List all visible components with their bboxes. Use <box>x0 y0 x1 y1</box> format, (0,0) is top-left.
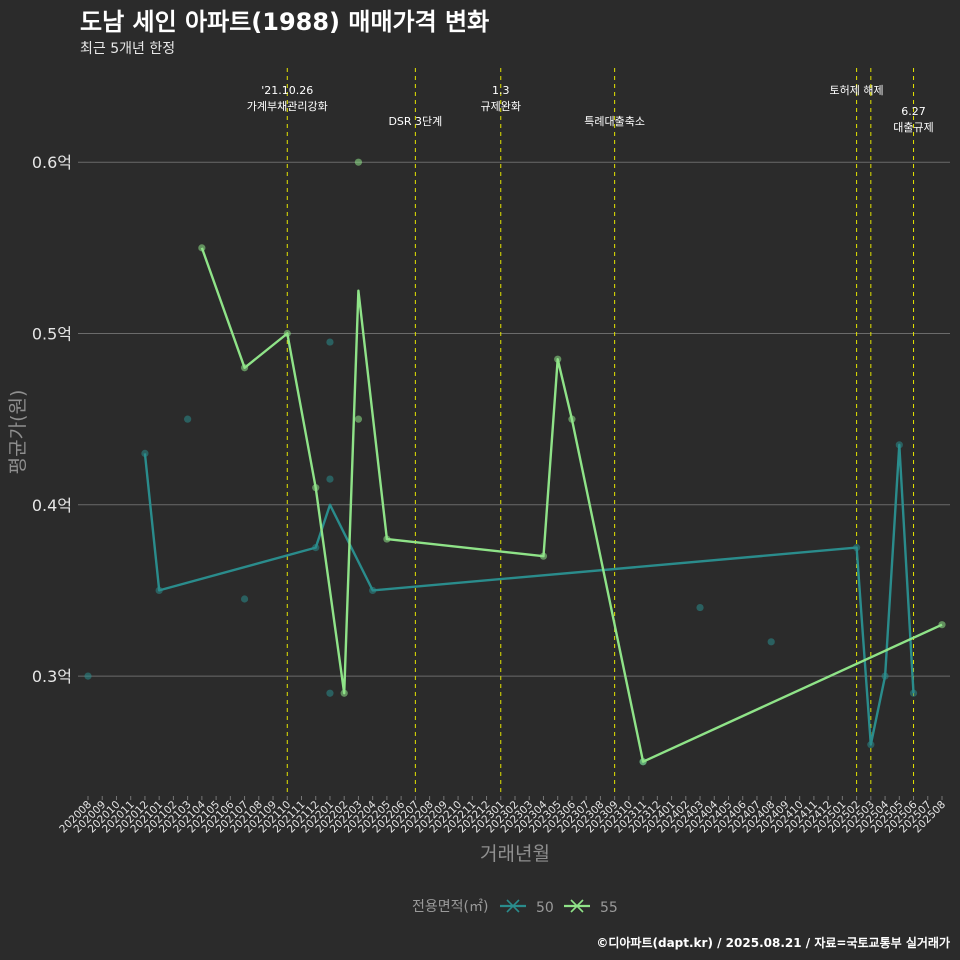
series-55 <box>198 158 946 766</box>
legend-item: 50 <box>500 899 554 916</box>
legend: 전용면적(㎡) 50 55 <box>412 899 618 916</box>
event-label: '21.10.26 <box>261 84 313 97</box>
series-line <box>200 247 943 763</box>
legend-key-cross <box>506 899 520 913</box>
y-tick-label: 0.4억 <box>32 496 72 515</box>
event-label: 규제완화 <box>481 100 521 113</box>
data-series <box>84 158 946 766</box>
y-axis-ticks: 0.3억 0.4억 0.5억 0.6억 <box>32 153 72 686</box>
data-point <box>240 595 249 603</box>
event-label: 토허제 해제 <box>830 83 884 97</box>
data-point <box>354 158 363 166</box>
x-axis-ticks: 2020082020092020102020112020122021012021… <box>57 796 948 835</box>
y-tick-label: 0.5억 <box>32 325 72 344</box>
event-label: 가계부채관리강화 <box>247 100 328 113</box>
y-tick-label: 0.6억 <box>32 153 72 172</box>
x-axis-title: 거래년월 <box>480 843 550 865</box>
data-point <box>84 672 92 680</box>
legend-label: 50 <box>536 900 554 916</box>
legend-key-cross <box>570 899 584 913</box>
series-50 <box>84 338 918 766</box>
source-caption: ©디아파트(dapt.kr) / 2025.08.21 / 자료=국토교통부 실… <box>596 935 950 950</box>
event-label: DSR 3단계 <box>388 115 442 128</box>
data-point <box>184 415 192 423</box>
y-axis-title: 평균가(원) <box>7 390 29 475</box>
legend-item: 55 <box>564 899 618 916</box>
data-point <box>909 689 918 697</box>
data-point <box>326 475 334 483</box>
data-point <box>767 638 775 646</box>
event-label: 6.27 <box>901 105 926 118</box>
legend-title: 전용면적(㎡) <box>412 899 488 915</box>
data-point <box>696 603 704 612</box>
chart-subtitle: 최근 5개년 한정 <box>80 41 175 57</box>
legend-label: 55 <box>600 900 618 916</box>
event-label: 1.3 <box>492 84 510 97</box>
gridlines <box>78 161 950 677</box>
data-point <box>326 338 334 346</box>
chart-title: 도남 세인 아파트(1988) 매매가격 변화 <box>80 8 489 36</box>
event-label: 대출규제 <box>893 121 933 134</box>
data-point <box>354 415 363 423</box>
y-tick-label: 0.3억 <box>32 667 72 686</box>
series-line <box>143 443 915 746</box>
event-label: 특례대출축소 <box>584 115 645 128</box>
data-point <box>326 689 334 697</box>
